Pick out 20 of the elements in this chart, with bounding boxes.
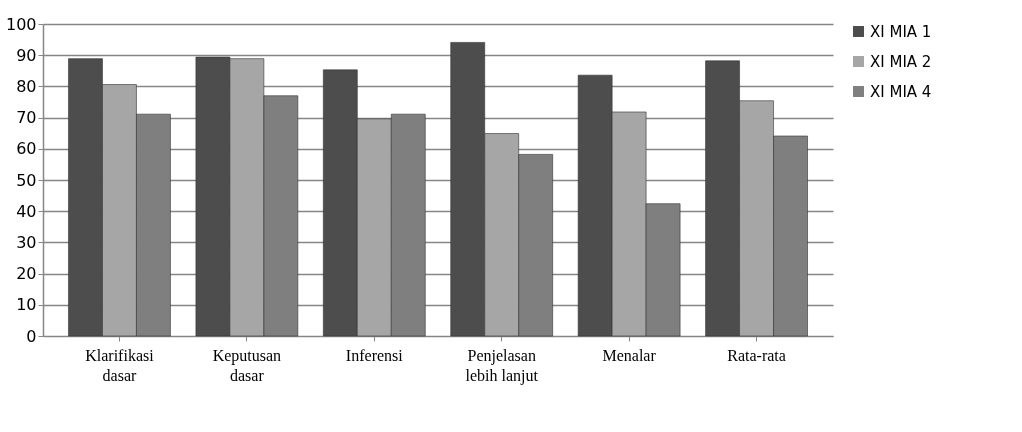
- x-tick-label: Menalar: [602, 346, 657, 364]
- x-tick-label: Penjelasan lebih lanjut: [465, 346, 539, 385]
- y-tick-label: 20: [16, 264, 37, 284]
- x-tick-label: Klarifikasi dasar: [85, 346, 155, 384]
- x-tick-label: Rata-rata: [727, 346, 786, 364]
- y-tick-label: 0: [26, 326, 37, 346]
- y-tick-label: 30: [16, 232, 37, 252]
- y-tick-label: 60: [16, 139, 37, 159]
- x-tick-label: Inferensi: [345, 346, 404, 364]
- legend-label: XI MIA 4: [870, 82, 932, 101]
- legend-label: XI MIA 1: [870, 22, 932, 41]
- y-tick-label: 100: [5, 14, 37, 34]
- y-tick-label: 90: [16, 45, 37, 65]
- y-tick-label: 40: [16, 201, 37, 221]
- y-tick-label: 70: [16, 108, 37, 128]
- legend-label: XI MIA 2: [870, 52, 932, 71]
- y-tick-label: 10: [16, 295, 37, 315]
- y-tick-label: 80: [16, 76, 37, 96]
- y-tick-label: 50: [16, 170, 37, 190]
- x-tick-label: Keputusan dasar: [212, 346, 282, 384]
